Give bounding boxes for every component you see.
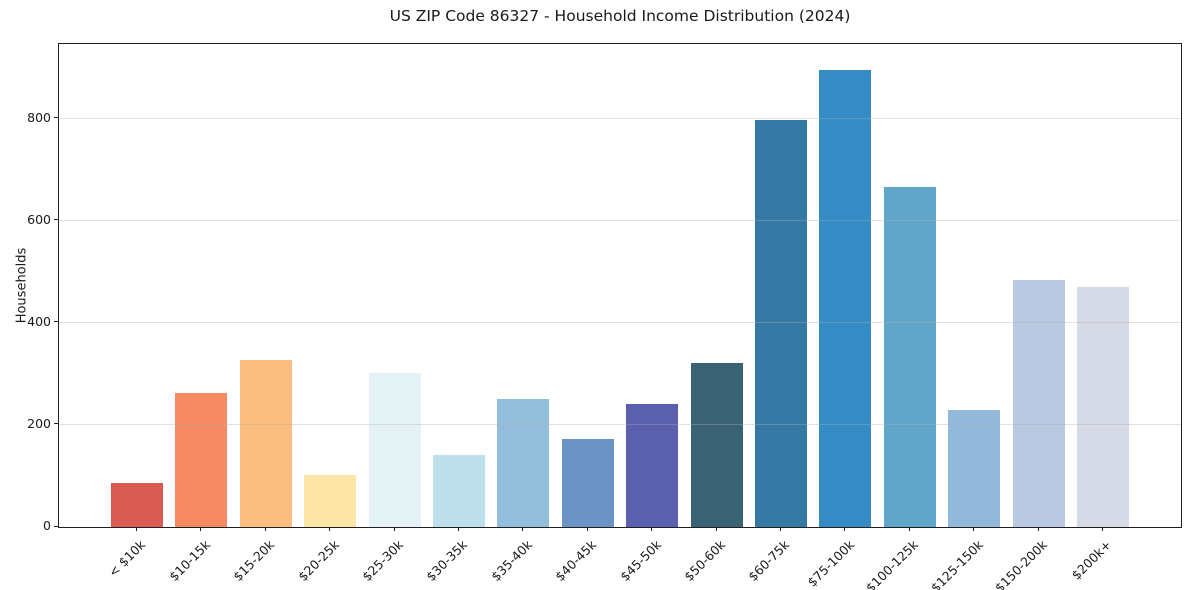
bar-$30-35k	[433, 454, 485, 527]
bar-$60-75k	[755, 119, 807, 527]
y-tick-mark-200	[54, 423, 58, 425]
gridline-y-200	[59, 423, 1181, 425]
bar-$15-20k	[239, 359, 292, 527]
x-tick-label-$150-200k: $150-200k	[991, 537, 1051, 590]
y-tick-label-0: 0	[43, 518, 51, 533]
x-tick-label-$200k+: $200k+	[1068, 537, 1115, 583]
x-tick-mark-$15-20k	[264, 527, 266, 531]
x-tick-mark-$200k+	[1102, 527, 1103, 531]
y-tick-label-400: 400	[27, 313, 51, 329]
x-tick-mark-$125-150k	[973, 527, 975, 531]
y-tick-label-800: 800	[27, 109, 51, 125]
x-tick-mark-$75-100k	[844, 527, 846, 531]
y-tick-mark-600	[54, 219, 58, 221]
bar-$125-150k	[948, 409, 1001, 527]
x-tick-label-$30-35k: $30-35k	[423, 537, 471, 585]
x-tick-mark-$40-45k	[586, 527, 588, 531]
bar-$35-40k	[497, 398, 550, 527]
gridline-y-400	[59, 321, 1181, 323]
x-tick-mark-$25-30k	[393, 527, 395, 531]
bar-$50-60k	[690, 363, 743, 527]
y-tick-label-200: 200	[27, 415, 51, 431]
x-tick-label-$40-45k: $40-45k	[552, 537, 600, 585]
x-tick-label-< $10k: < $10k	[105, 537, 149, 580]
x-tick-mark-$60-75k	[780, 527, 781, 531]
x-tick-mark-$35-40k	[522, 527, 524, 531]
x-tick-label-$35-40k: $35-40k	[487, 537, 536, 585]
x-tick-mark-$45-50k	[651, 527, 653, 531]
bar-$150-200k	[1012, 279, 1065, 527]
x-tick-label-$50-60k: $50-60k	[681, 537, 729, 585]
x-tick-label-$10-15k: $10-15k	[165, 537, 214, 585]
bar-$10-15k	[175, 393, 228, 527]
x-tick-mark-$10-15k	[200, 527, 202, 531]
bar-$25-30k	[368, 372, 421, 527]
chart-title: US ZIP Code 86327 - Household Income Dis…	[389, 7, 851, 25]
gridline-y-800	[59, 117, 1181, 119]
bar-$75-100k	[819, 69, 872, 527]
y-tick-label-600: 600	[27, 211, 51, 227]
x-tick-label-$125-150k: $125-150k	[927, 537, 986, 590]
y-tick-mark-400	[54, 321, 58, 323]
y-tick-mark-800	[54, 117, 58, 119]
plot-area	[58, 43, 1182, 528]
x-tick-label-$100-125k: $100-125k	[863, 537, 922, 590]
x-tick-label-$60-75k: $60-75k	[745, 537, 793, 585]
x-tick-label-$20-25k: $20-25k	[294, 537, 342, 585]
x-tick-label-$45-50k: $45-50k	[616, 537, 664, 585]
x-tick-mark-$20-25k	[329, 527, 331, 531]
x-tick-mark-< $10k	[136, 527, 137, 531]
x-tick-label-$75-100k: $75-100k	[804, 537, 858, 590]
bar-$20-25k	[304, 475, 357, 527]
bar-< $10k	[111, 483, 163, 527]
x-tick-mark-$30-35k	[458, 527, 459, 531]
bar-$200k+	[1077, 286, 1129, 527]
bar-$40-45k	[561, 438, 614, 527]
x-tick-mark-$150-200k	[1037, 527, 1039, 531]
x-tick-mark-$100-125k	[908, 527, 910, 531]
bar-$45-50k	[626, 403, 679, 527]
gridline-y-600	[59, 219, 1181, 221]
x-tick-mark-$50-60k	[715, 527, 717, 531]
x-tick-label-$25-30k: $25-30k	[359, 537, 407, 585]
bar-$100-125k	[883, 187, 936, 527]
x-tick-label-$15-20k: $15-20k	[230, 537, 278, 585]
y-tick-mark-0	[54, 525, 58, 527]
